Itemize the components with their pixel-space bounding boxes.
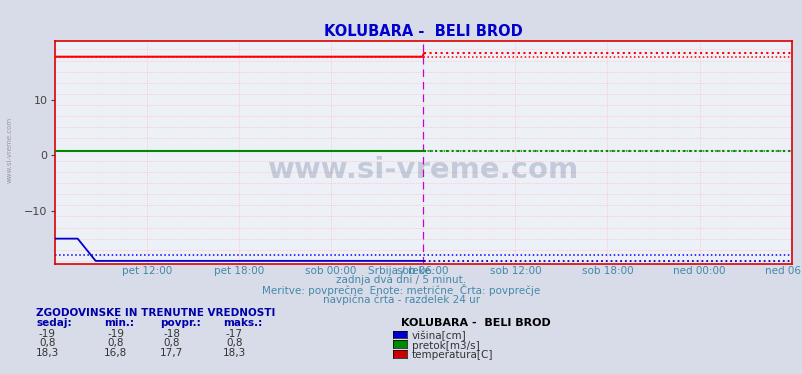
- Text: 18,3: 18,3: [223, 348, 245, 358]
- Text: -18: -18: [163, 329, 180, 338]
- Text: -19: -19: [38, 329, 56, 338]
- Text: 17,7: 17,7: [160, 348, 183, 358]
- Text: sedaj:: sedaj:: [36, 318, 71, 328]
- Title: KOLUBARA -  BELI BROD: KOLUBARA - BELI BROD: [323, 24, 522, 39]
- Text: zadnja dva dni / 5 minut.: zadnja dva dni / 5 minut.: [336, 275, 466, 285]
- Text: 0,8: 0,8: [39, 338, 55, 348]
- Text: -17: -17: [225, 329, 243, 338]
- Text: pretok[m3/s]: pretok[m3/s]: [411, 341, 479, 350]
- Text: 0,8: 0,8: [164, 338, 180, 348]
- Text: Meritve: povprečne  Enote: metrične  Črta: povprečje: Meritve: povprečne Enote: metrične Črta:…: [262, 283, 540, 295]
- Text: 0,8: 0,8: [107, 338, 124, 348]
- Text: povpr.:: povpr.:: [160, 318, 201, 328]
- Text: 18,3: 18,3: [36, 348, 59, 358]
- Text: temperatura[C]: temperatura[C]: [411, 350, 492, 360]
- Text: maks.:: maks.:: [223, 318, 262, 328]
- Text: min.:: min.:: [104, 318, 134, 328]
- Text: Srbija / reke.: Srbija / reke.: [368, 266, 434, 276]
- Text: www.si-vreme.com: www.si-vreme.com: [267, 156, 578, 184]
- Text: višina[cm]: višina[cm]: [411, 331, 466, 341]
- Text: navpična črta - razdelek 24 ur: navpična črta - razdelek 24 ur: [322, 294, 480, 305]
- Text: 0,8: 0,8: [226, 338, 242, 348]
- Text: 16,8: 16,8: [104, 348, 127, 358]
- Text: www.si-vreme.com: www.si-vreme.com: [6, 117, 13, 183]
- Text: ZGODOVINSKE IN TRENUTNE VREDNOSTI: ZGODOVINSKE IN TRENUTNE VREDNOSTI: [36, 308, 275, 318]
- Text: -19: -19: [107, 329, 124, 338]
- Text: KOLUBARA -  BELI BROD: KOLUBARA - BELI BROD: [401, 318, 550, 328]
